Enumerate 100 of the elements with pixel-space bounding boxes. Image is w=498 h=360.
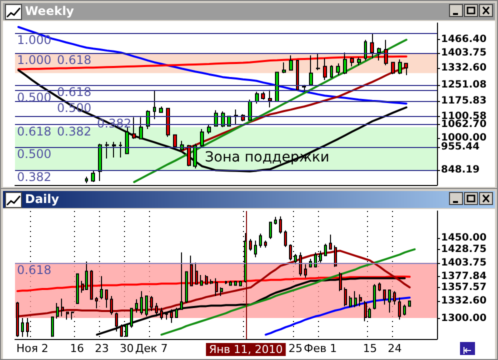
line-series bbox=[180, 66, 408, 152]
line-series bbox=[17, 69, 408, 172]
candlestick bbox=[304, 264, 307, 278]
candlestick bbox=[316, 53, 320, 71]
candlestick bbox=[296, 60, 299, 90]
x-tick-label: 23 bbox=[94, 342, 109, 355]
candlestick bbox=[125, 126, 129, 154]
annotation: 1.000 bbox=[17, 52, 52, 67]
candlestick bbox=[343, 52, 347, 75]
candlestick bbox=[85, 176, 88, 184]
candlestick bbox=[384, 39, 388, 66]
candlestick bbox=[289, 54, 293, 71]
x-tick-label: 25 bbox=[288, 342, 303, 355]
y-tick-label: 1357.57 bbox=[441, 282, 487, 294]
candlestick bbox=[329, 234, 332, 250]
x-tick-label: 16 bbox=[70, 342, 84, 355]
y-tick-label: 1450.00 bbox=[441, 232, 487, 244]
candlestick bbox=[165, 312, 168, 320]
candlestick bbox=[56, 302, 59, 320]
candlestick bbox=[173, 134, 177, 150]
candlestick bbox=[388, 289, 391, 314]
annotation: 1.000 bbox=[17, 32, 52, 47]
candlestick bbox=[254, 240, 257, 258]
candlestick bbox=[51, 316, 54, 338]
candlestick bbox=[160, 307, 163, 320]
candlestick bbox=[115, 312, 118, 332]
y-tick-label: 1000.00 bbox=[441, 132, 487, 144]
candlestick bbox=[140, 290, 143, 316]
candlestick bbox=[76, 273, 79, 304]
x-tick-label: Дек 7 bbox=[135, 342, 168, 355]
candlestick bbox=[112, 141, 116, 158]
candlestick bbox=[105, 141, 109, 159]
candlestick bbox=[187, 144, 191, 167]
candlestick bbox=[90, 270, 93, 300]
candlestick bbox=[21, 318, 24, 338]
line-series bbox=[160, 248, 416, 336]
candlestick bbox=[220, 286, 223, 296]
y-tick-label: 1403.75 bbox=[441, 257, 487, 268]
x-tick-label: 24 bbox=[388, 342, 402, 355]
candlestick bbox=[403, 304, 406, 316]
line-series bbox=[133, 38, 408, 184]
candlestick bbox=[259, 233, 262, 248]
candlestick bbox=[130, 308, 133, 328]
y-tick-label: 1428.75 bbox=[441, 244, 487, 255]
candlestick bbox=[119, 141, 122, 158]
candlestick bbox=[71, 311, 74, 320]
candlestick bbox=[357, 57, 361, 66]
candlestick bbox=[344, 286, 347, 307]
y-tick-label: 955.44 bbox=[441, 142, 480, 153]
candlestick bbox=[393, 290, 396, 306]
candlestick bbox=[309, 54, 313, 86]
candlestick bbox=[404, 62, 408, 76]
x-tick-label: 30 bbox=[120, 342, 134, 355]
candlestick bbox=[205, 274, 208, 285]
x-tick-label: 15 bbox=[362, 342, 377, 355]
candlestick bbox=[268, 89, 272, 108]
candlestick bbox=[234, 108, 238, 125]
candlestick bbox=[200, 274, 203, 286]
candlestick bbox=[135, 298, 138, 314]
candlestick bbox=[132, 116, 136, 140]
line-series bbox=[17, 55, 408, 70]
annotation: 0.382 bbox=[57, 124, 92, 139]
candlestick bbox=[364, 39, 367, 61]
y-tick-label: 1403.75 bbox=[441, 47, 487, 58]
candlestick bbox=[16, 301, 19, 338]
candlestick bbox=[155, 302, 158, 317]
candlestick bbox=[324, 243, 327, 256]
line-series bbox=[264, 296, 411, 336]
candlestick bbox=[190, 255, 193, 286]
candlestick bbox=[391, 62, 395, 75]
candlestick bbox=[61, 298, 64, 317]
candlestick bbox=[373, 284, 376, 310]
y-tick-label: 1332.60 bbox=[441, 62, 487, 74]
candlestick bbox=[378, 282, 381, 292]
candlestick bbox=[98, 143, 102, 182]
candlestick bbox=[398, 58, 402, 75]
candlestick bbox=[66, 311, 69, 320]
candlestick bbox=[334, 244, 337, 268]
candlestick bbox=[234, 280, 237, 286]
line-series bbox=[17, 26, 408, 105]
x-tick-label: Янв 11, 2010 bbox=[208, 343, 283, 356]
y-tick-label: 1175.83 bbox=[441, 95, 487, 106]
candlestick bbox=[200, 128, 204, 148]
y-tick-label: 1332.60 bbox=[441, 296, 487, 307]
annotation: 0.618 bbox=[17, 124, 52, 139]
candlestick bbox=[95, 296, 98, 309]
candlestick bbox=[377, 47, 381, 61]
annotation: 0.618 bbox=[57, 52, 92, 67]
candlestick bbox=[210, 278, 213, 285]
chart-title: Weekly bbox=[25, 3, 74, 20]
candlestick bbox=[100, 276, 103, 300]
candlestick bbox=[150, 295, 153, 312]
candlestick bbox=[323, 58, 327, 81]
candlestick bbox=[398, 297, 401, 320]
candlestick bbox=[195, 262, 198, 285]
candlestick bbox=[302, 84, 306, 92]
candlestick bbox=[269, 222, 272, 240]
candlestick bbox=[170, 308, 173, 324]
chart-title: Daily bbox=[25, 191, 60, 208]
candlestick bbox=[159, 106, 163, 113]
